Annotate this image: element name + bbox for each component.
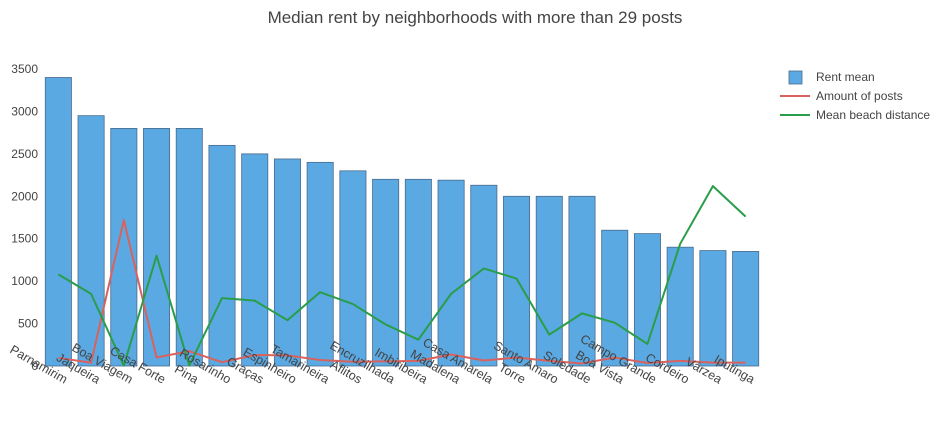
bar-cordeiro xyxy=(666,246,694,367)
bar-santo-amaro xyxy=(535,195,563,367)
bar-soledade xyxy=(568,195,596,367)
bar-rosarinho xyxy=(208,144,236,367)
bar-iputinga xyxy=(732,251,760,367)
y-tick-label: 500 xyxy=(18,317,38,331)
y-tick-label: 3500 xyxy=(11,62,38,76)
bar-casa-forte xyxy=(143,127,171,367)
legend-label: Rent mean xyxy=(816,70,875,84)
bar-espinheiro xyxy=(273,158,301,367)
legend-label: Mean beach distance xyxy=(816,108,930,122)
bar-aflitos xyxy=(339,170,367,367)
bar-parnamirim xyxy=(44,77,72,367)
y-tick-label: 1500 xyxy=(11,232,38,246)
bar-boa-vista xyxy=(601,229,629,367)
legend-swatch-bar xyxy=(788,70,803,85)
bar-torre xyxy=(503,195,531,367)
y-tick-label: 0 xyxy=(31,359,38,373)
bar-madalena xyxy=(437,179,465,367)
bar-boa-viagem xyxy=(110,127,138,367)
y-tick-label: 3000 xyxy=(11,104,38,118)
bar-jaqueira xyxy=(77,115,105,367)
bar-tamarineira xyxy=(306,161,334,367)
bar-pina xyxy=(175,127,203,367)
bar-várzea xyxy=(699,250,727,367)
y-tick-label: 2500 xyxy=(11,147,38,161)
bar-campo-grande xyxy=(633,233,661,367)
bar-encruzilhada xyxy=(372,178,400,367)
y-tick-label: 1000 xyxy=(11,274,38,288)
chart-title: Median rent by neighborhoods with more t… xyxy=(267,8,683,27)
y-tick-label: 2000 xyxy=(11,189,38,203)
bar-graças xyxy=(241,153,269,367)
line-amount-of-posts xyxy=(58,219,746,365)
line-mean-beach-distance xyxy=(57,185,747,367)
legend-label: Amount of posts xyxy=(816,89,903,103)
